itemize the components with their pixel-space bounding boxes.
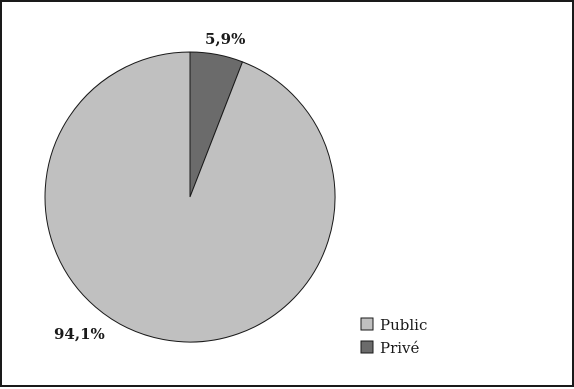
slice-label-prive: 5,9%: [205, 30, 245, 48]
legend-label-public: Public: [380, 316, 427, 334]
pie-slice-public: [44, 51, 336, 343]
legend-item-prive: Privé: [360, 339, 420, 357]
legend-swatch-prive: [360, 340, 374, 354]
legend-item-public: Public: [360, 316, 427, 334]
slice-label-public: 94,1%: [54, 325, 105, 343]
legend-swatch-public: [360, 317, 374, 331]
pie-slices: [44, 51, 336, 343]
legend: Public Privé: [360, 316, 427, 357]
legend-label-prive: Privé: [380, 339, 420, 357]
